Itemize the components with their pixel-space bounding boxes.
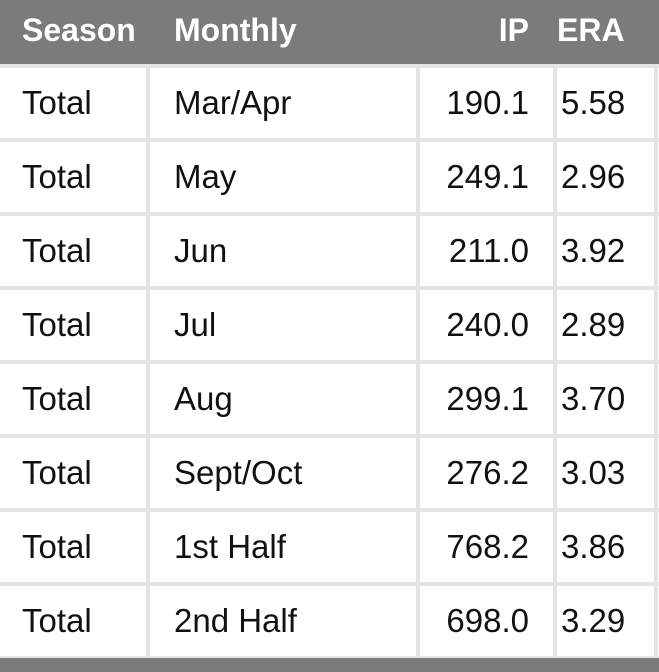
table-cell: 276.2 (420, 438, 553, 508)
header-cell: IP (498, 12, 529, 48)
header-cell: ERA (557, 12, 625, 48)
table-cell: Aug (150, 364, 416, 434)
table-footer (0, 658, 659, 672)
table-cell: Total (0, 586, 146, 656)
table-cell: 698.0 (420, 586, 553, 656)
table-cell: 3.86 (557, 512, 654, 582)
table-cell: Total (0, 438, 146, 508)
table-cell: 2nd Half (150, 586, 416, 656)
table-cell: Jul (150, 290, 416, 360)
table-cell: Total (0, 68, 146, 138)
table-cell: 3.03 (557, 438, 654, 508)
table-cell: Total (0, 216, 146, 286)
table-cell: Total (0, 290, 146, 360)
table-cell: 299.1 (420, 364, 553, 434)
table-cell: Total (0, 142, 146, 212)
table-cell: 2.96 (557, 142, 654, 212)
table-cell: 5.58 (557, 68, 654, 138)
table-cell: 240.0 (420, 290, 553, 360)
header-cell: Season (22, 12, 136, 48)
table-cell: Mar/Apr (150, 68, 416, 138)
table-cell: 249.1 (420, 142, 553, 212)
table-cell: 3.29 (557, 586, 654, 656)
table-cell: Total (0, 512, 146, 582)
table-cell: 2.89 (557, 290, 654, 360)
table-cell: 768.2 (420, 512, 553, 582)
table-cell: 1st Half (150, 512, 416, 582)
table-cell: Total (0, 364, 146, 434)
table-cell: Jun (150, 216, 416, 286)
table-cell: May (150, 142, 416, 212)
table-cell: 3.92 (557, 216, 654, 286)
table-header (0, 0, 659, 64)
table-cell: 3.70 (557, 364, 654, 434)
header-cell: Monthly (174, 12, 297, 48)
table-cell: 211.0 (420, 216, 553, 286)
table-cell: Sept/Oct (150, 438, 416, 508)
table-cell: 190.1 (420, 68, 553, 138)
